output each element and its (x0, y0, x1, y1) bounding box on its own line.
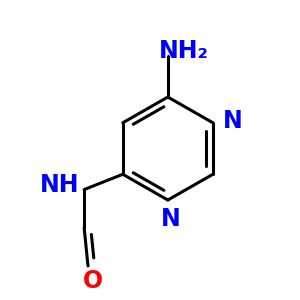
Text: O: O (82, 269, 103, 293)
Text: N: N (222, 109, 242, 133)
Text: NH: NH (40, 173, 80, 197)
Text: N: N (161, 207, 181, 231)
Text: NH₂: NH₂ (159, 39, 209, 63)
